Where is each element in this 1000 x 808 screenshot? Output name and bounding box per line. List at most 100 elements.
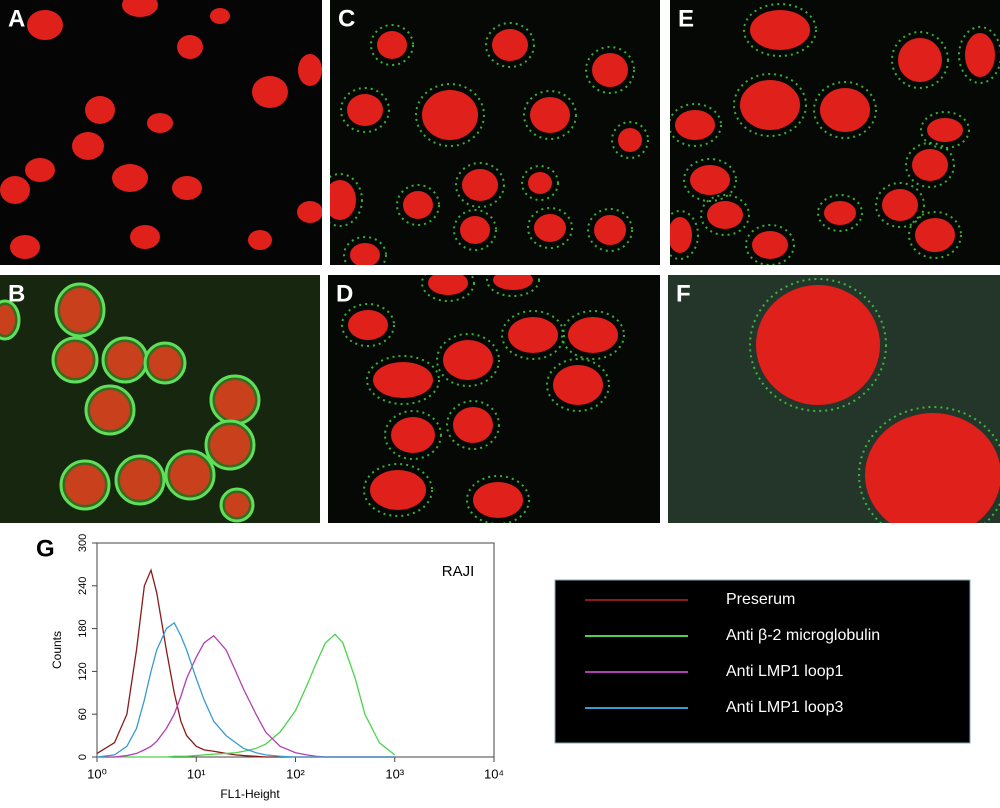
nucleus bbox=[297, 201, 322, 223]
histogram: RAJI FL1-Height Counts 10⁰ 10¹ 10² 10³ 10⁴ 0 6… bbox=[50, 534, 971, 801]
nucleus bbox=[120, 460, 160, 500]
nucleus bbox=[403, 191, 433, 219]
nucleus bbox=[534, 214, 566, 242]
membrane bbox=[733, 73, 807, 137]
panel-content bbox=[668, 275, 1000, 523]
nucleus bbox=[428, 275, 468, 295]
membrane bbox=[521, 165, 559, 201]
nucleus bbox=[252, 76, 288, 108]
panel-content bbox=[0, 0, 322, 265]
series-line bbox=[96, 621, 395, 758]
nucleus bbox=[882, 189, 918, 221]
membrane bbox=[743, 3, 817, 57]
nucleus bbox=[85, 96, 115, 124]
nucleus bbox=[898, 38, 942, 82]
membrane bbox=[813, 81, 877, 139]
nucleus bbox=[177, 35, 203, 59]
membrane bbox=[875, 182, 925, 228]
membrane bbox=[670, 210, 699, 260]
membrane bbox=[905, 142, 955, 188]
nucleus bbox=[10, 235, 40, 259]
panel-content bbox=[670, 0, 1000, 265]
membrane bbox=[384, 410, 442, 460]
membrane bbox=[330, 173, 363, 227]
nucleus bbox=[373, 362, 433, 398]
membrane bbox=[396, 184, 440, 226]
membrane bbox=[485, 22, 535, 68]
y-tick-label: 180 bbox=[77, 619, 89, 637]
legend-label: Anti β-2 microglobulin bbox=[726, 627, 880, 644]
membrane bbox=[446, 400, 500, 450]
nucleus bbox=[210, 425, 250, 465]
nucleus bbox=[473, 482, 523, 518]
nucleus bbox=[130, 225, 160, 249]
panel-label: E bbox=[678, 5, 694, 32]
nucleus bbox=[298, 54, 322, 86]
x-axis-label: FL1-Height bbox=[220, 787, 280, 801]
membrane bbox=[366, 355, 440, 405]
membrane bbox=[611, 121, 649, 159]
micrograph-panel: E bbox=[670, 0, 1000, 265]
membrane bbox=[858, 406, 1000, 523]
membrane bbox=[415, 83, 485, 147]
nucleus bbox=[865, 413, 1000, 523]
nucleus bbox=[453, 407, 493, 443]
nucleus bbox=[60, 288, 100, 332]
y-tick-label: 60 bbox=[77, 708, 89, 720]
nucleus bbox=[172, 176, 202, 200]
nucleus bbox=[670, 217, 692, 253]
panel-label: G bbox=[36, 535, 55, 562]
nucleus bbox=[107, 342, 143, 378]
membrane bbox=[527, 207, 573, 249]
annotation: RAJI bbox=[442, 563, 475, 580]
membrane bbox=[421, 275, 475, 302]
y-tick-label: 300 bbox=[77, 534, 89, 552]
series-line bbox=[97, 633, 396, 758]
nucleus bbox=[90, 390, 130, 430]
membrane bbox=[670, 103, 722, 147]
membrane bbox=[466, 475, 530, 523]
membrane bbox=[891, 31, 949, 89]
nucleus bbox=[707, 201, 743, 229]
nucleus bbox=[0, 305, 15, 335]
membrane bbox=[343, 236, 387, 265]
nucleus bbox=[350, 243, 380, 265]
nucleus bbox=[528, 172, 552, 194]
micrograph-panel: C bbox=[330, 0, 660, 265]
membrane bbox=[745, 224, 795, 265]
membrane bbox=[340, 87, 390, 133]
nucleus bbox=[675, 110, 715, 140]
membrane bbox=[363, 463, 433, 517]
membrane bbox=[817, 194, 863, 232]
nucleus bbox=[370, 470, 426, 510]
nucleus bbox=[460, 216, 490, 244]
legend-box bbox=[554, 579, 971, 744]
membrane bbox=[587, 208, 633, 252]
panel-label: F bbox=[676, 280, 691, 307]
micrograph-panel: A bbox=[0, 0, 322, 265]
y-axis-label: Counts bbox=[50, 631, 64, 669]
nucleus bbox=[122, 0, 158, 17]
panel-label: C bbox=[338, 5, 355, 32]
membrane bbox=[453, 209, 497, 251]
nucleus bbox=[443, 340, 493, 380]
nucleus bbox=[347, 94, 383, 126]
nucleus bbox=[927, 118, 963, 142]
nucleus bbox=[690, 165, 730, 195]
membrane bbox=[370, 24, 414, 66]
panel-label: B bbox=[8, 280, 25, 307]
nucleus bbox=[210, 8, 230, 24]
x-tick-label: 10³ bbox=[385, 766, 404, 781]
membrane bbox=[908, 211, 962, 259]
nucleus bbox=[740, 80, 800, 130]
nucleus bbox=[530, 97, 570, 133]
nucleus bbox=[149, 347, 181, 379]
x-tick-label: 10² bbox=[286, 766, 305, 781]
nucleus bbox=[215, 380, 255, 420]
legend-label: Anti LMP1 loop3 bbox=[726, 699, 844, 716]
nucleus bbox=[508, 317, 558, 353]
panel-content bbox=[328, 275, 660, 523]
nucleus bbox=[112, 164, 148, 192]
